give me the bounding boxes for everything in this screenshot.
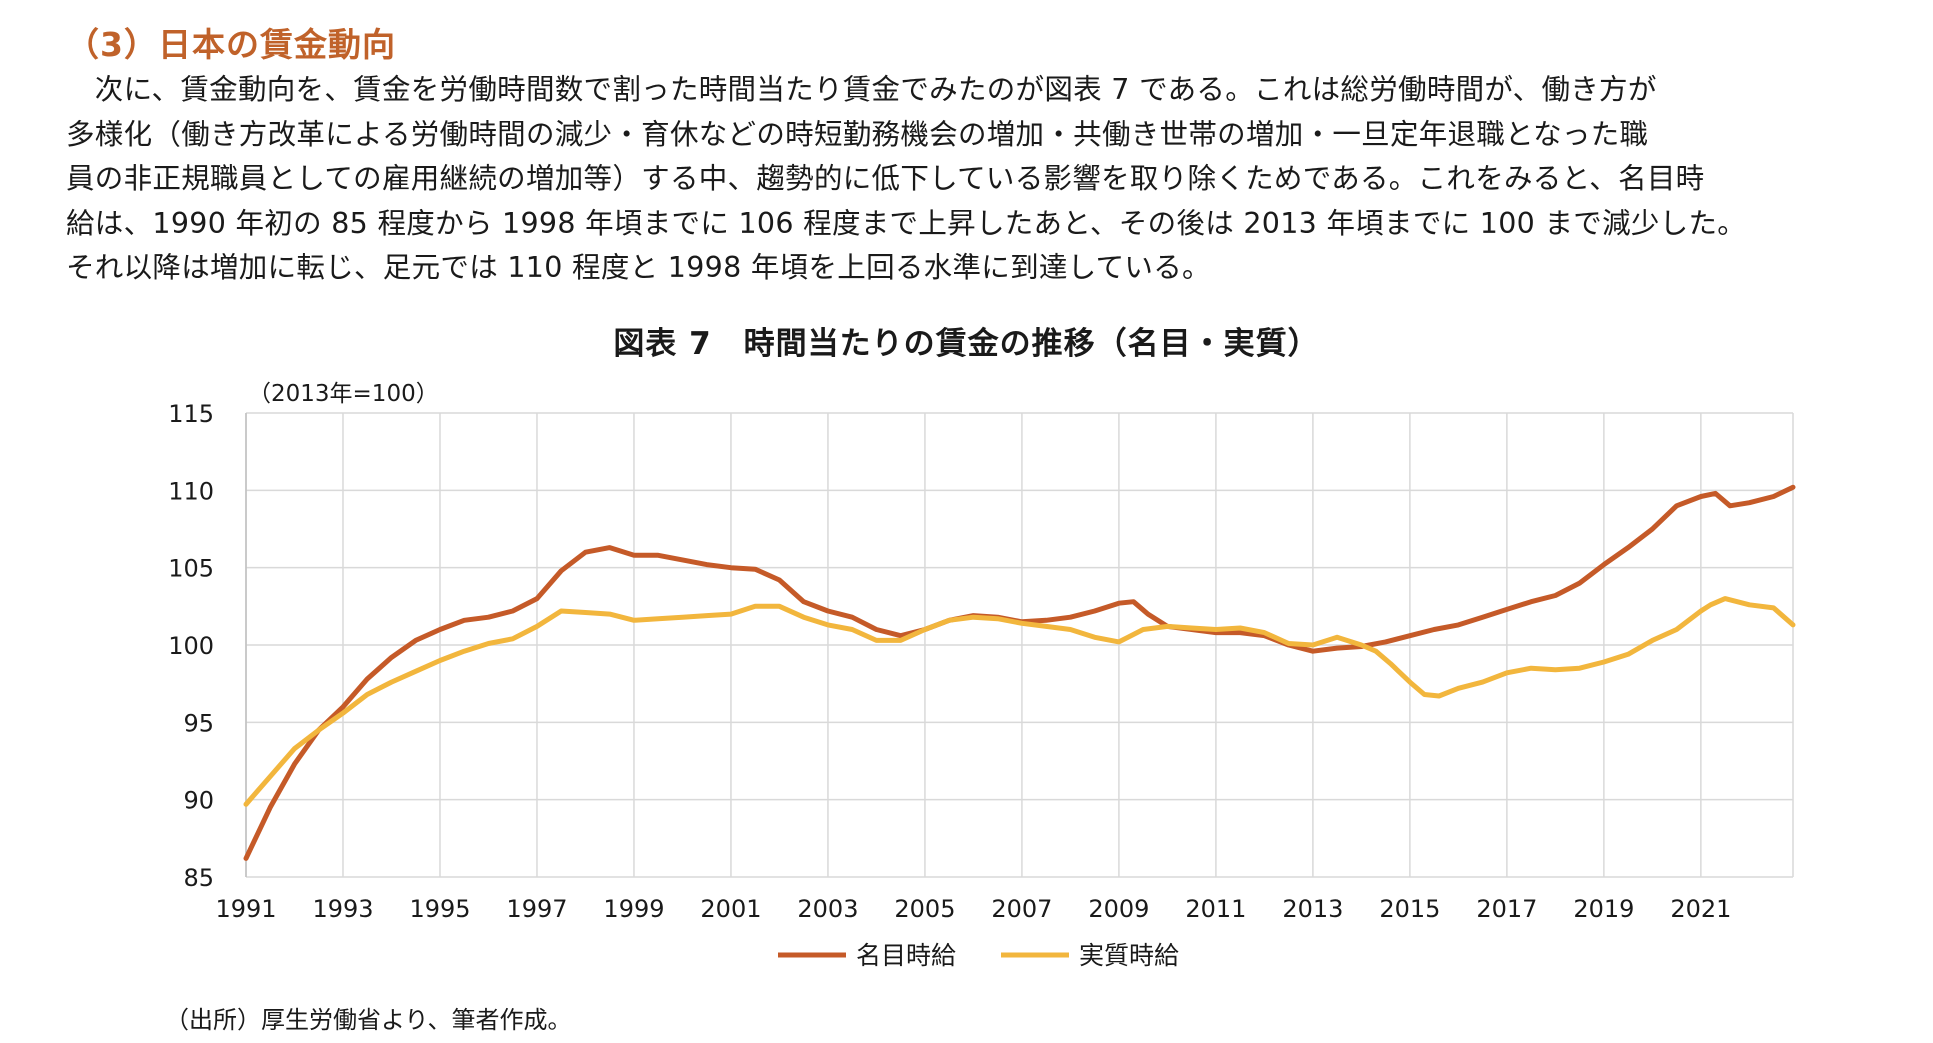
section-title: （3）日本の賃金動向 [66,25,396,64]
x-tick-label: 2013 [1282,895,1343,923]
body-line: 給は、1990 年初の 85 程度から 1998 年頃までに 106 程度まで上… [66,206,1747,240]
body-line: それ以降は増加に転じ、足元では 110 程度と 1998 年頃を上回る水準に到達… [66,251,1211,284]
x-tick-label: 2005 [894,895,955,923]
source-note: （出所）厚生労働省より、筆者作成。 [165,1006,572,1034]
x-tick-label: 1999 [603,895,664,923]
x-tick-label: 2007 [991,895,1052,923]
y-tick-label: 110 [168,477,214,505]
y-tick-label: 95 [183,709,214,737]
x-tick-label: 2015 [1379,895,1440,923]
y-tick-label: 90 [183,787,214,815]
x-tick-label: 2017 [1476,895,1537,923]
y-tick-label: 85 [183,864,214,892]
body-line: 次に、賃金動向を、賃金を労働時間数で割った時間当たり賃金でみたのが図表 7 であ… [66,73,1657,106]
y-tick-label: 115 [168,400,214,428]
x-tick-label: 2001 [700,895,761,923]
x-tick-label: 1997 [506,895,567,923]
body-line: 員の非正規職員としての雇用継続の増加等）する中、趨勢的に低下している影響を取り除… [66,162,1705,195]
x-tick-label: 1993 [312,895,373,923]
x-tick-label: 1991 [215,895,276,923]
y-tick-label: 105 [168,555,214,583]
x-tick-label: 1995 [409,895,470,923]
unit-label: （2013年=100） [248,381,439,407]
x-tick-label: 2003 [797,895,858,923]
x-tick-label: 2019 [1573,895,1634,923]
series-line-nominal [243,484,1796,861]
legend-label: 実質時給 [1079,941,1179,970]
body-line: 多様化（働き方改革による労働時間の減少・育休などの時短勤務機会の増加・共働き世帯… [66,117,1649,151]
legend-label: 名目時給 [856,941,956,970]
y-tick-label: 100 [168,632,214,660]
body-paragraph: 次に、賃金動向を、賃金を労働時間数で割った時間当たり賃金でみたのが図表 7 であ… [66,68,1896,291]
chart-title: 図表 7 時間当たりの賃金の推移（名目・実質） [613,326,1320,362]
series-line-real [243,596,1796,807]
x-tick-label: 2021 [1670,895,1731,923]
x-tick-label: 2011 [1185,895,1246,923]
x-tick-label: 2009 [1088,895,1149,923]
